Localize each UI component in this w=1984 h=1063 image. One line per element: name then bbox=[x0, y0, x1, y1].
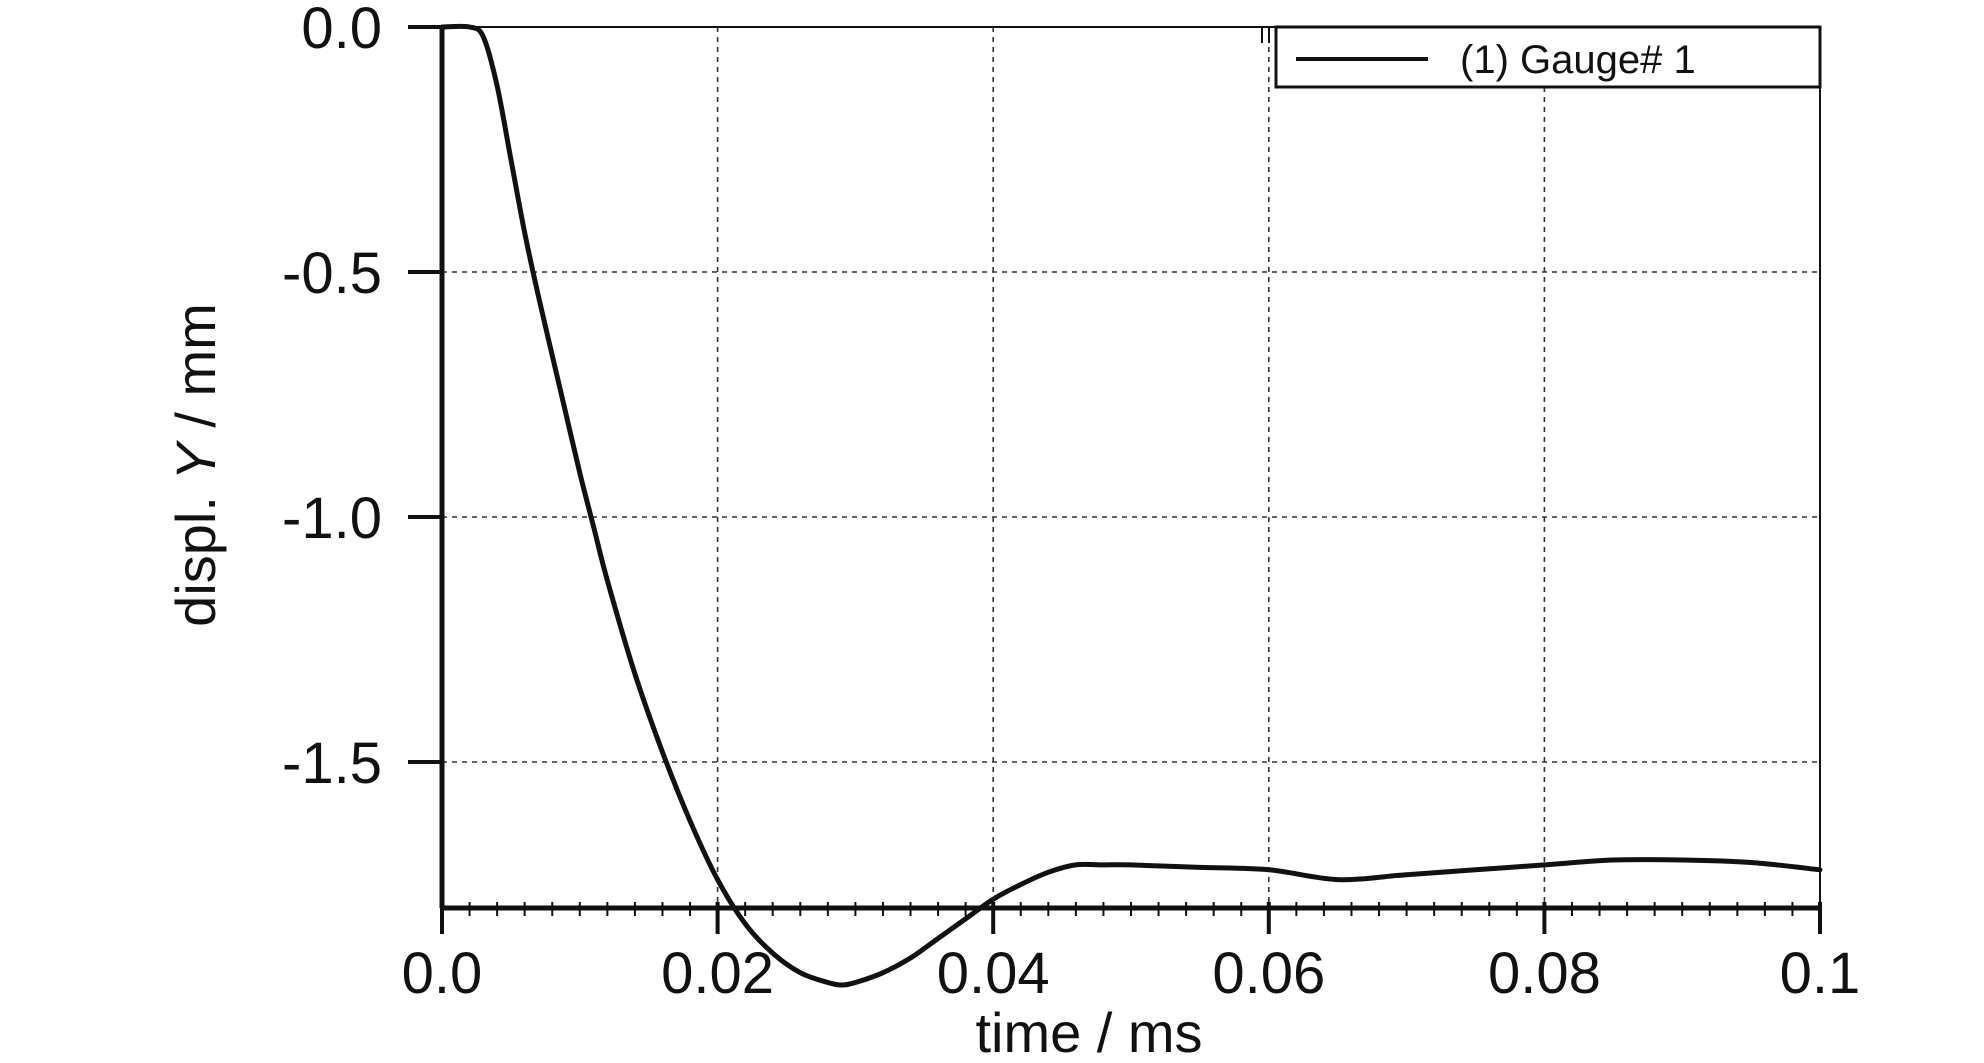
y-tick-label: -1.5 bbox=[282, 731, 382, 796]
x-tick-labels: 0.0 0.02 0.04 0.06 0.08 0.1 bbox=[402, 941, 1861, 1006]
x-tick-label: 0.1 bbox=[1780, 941, 1861, 1006]
y-tick-label: 0.0 bbox=[301, 0, 382, 61]
y-axis-title-prefix: displ. bbox=[164, 481, 227, 627]
x-axis-title: time / ms bbox=[975, 1001, 1202, 1063]
series-group bbox=[439, 23, 1823, 988]
x-tick-label: 0.04 bbox=[937, 941, 1050, 1006]
x-tick-label: 0.08 bbox=[1488, 941, 1601, 1006]
y-axis-title: displ. Y / mm bbox=[164, 303, 227, 627]
legend-label: (1) Gauge# 1 bbox=[1460, 38, 1696, 82]
grid-lines bbox=[442, 27, 1820, 908]
y-tick-label: -1.0 bbox=[282, 486, 382, 551]
x-tick-label: 0.02 bbox=[661, 941, 774, 1006]
y-tick-label: -0.5 bbox=[282, 241, 382, 306]
legend: (1) Gauge# 1 bbox=[1274, 25, 1822, 89]
y-tick-labels: 0.0 -0.5 -1.0 -1.5 bbox=[282, 0, 382, 796]
plot-frame bbox=[439, 26, 1821, 911]
y-axis-title-variable: Y bbox=[164, 440, 227, 481]
x-tick-label: 0.0 bbox=[402, 941, 483, 1006]
series-line bbox=[439, 23, 1823, 988]
axis-ticks bbox=[408, 25, 1822, 934]
x-tick-label: 0.06 bbox=[1212, 941, 1325, 1006]
y-axis-title-suffix: / mm bbox=[164, 303, 227, 443]
